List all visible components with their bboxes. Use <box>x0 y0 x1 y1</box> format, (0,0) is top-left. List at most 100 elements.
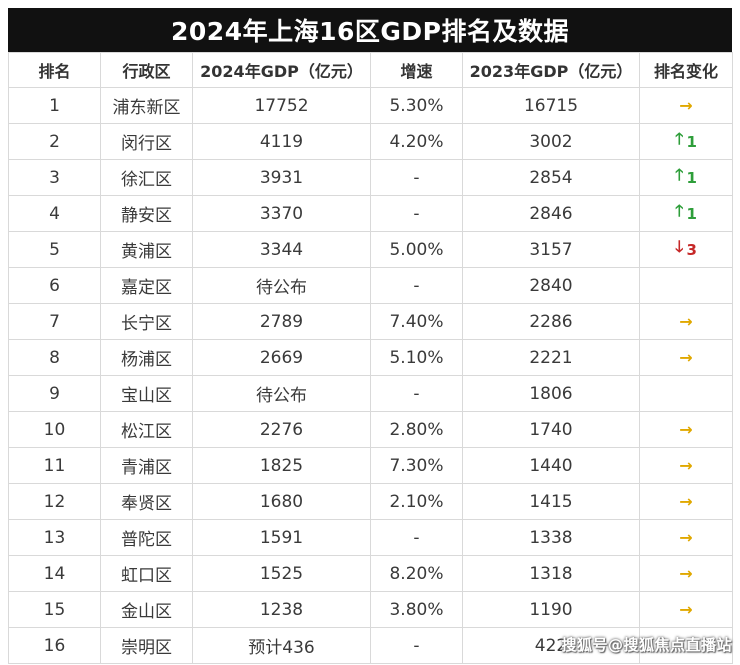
table-row: 4 静安区 3370-2846 🡑 1 <box>8 195 733 232</box>
rank-cell: 4 <box>8 195 101 232</box>
gdp-2024-cell: 1238 <box>192 591 371 628</box>
watermark: 搜狐号@搜狐焦点直播站 <box>561 636 732 654</box>
rank-change-cell: → <box>639 303 733 340</box>
growth-cell: 5.10% <box>370 339 463 376</box>
gdp-2023-cell: 2846 <box>462 195 640 232</box>
gdp-2023-cell: 3002 <box>462 123 640 160</box>
gdp-2024-cell: 2789 <box>192 303 371 340</box>
growth-cell: - <box>370 519 463 556</box>
rank-change-indicator: → <box>679 528 692 547</box>
gdp-2023-cell: 1740 <box>462 411 640 448</box>
table-row: 12 奉贤区 1680 2.10% 1415 → <box>8 483 733 520</box>
gdp-ranking-sheet: 2024年上海16区GDP排名及数据 排名 行政区 2024年GDP（亿元） 增… <box>8 8 733 664</box>
growth-cell: - <box>370 267 463 304</box>
growth-cell: 3.80% <box>370 591 463 628</box>
rank-cell: 16 <box>8 627 101 664</box>
table-row: 13 普陀区 1591-1338 → <box>8 519 733 556</box>
table-row: 15 金山区 1238 3.80% 1190 → <box>8 591 733 628</box>
table-row: 6 嘉定区 待公布 -2840 <box>8 267 733 304</box>
growth-cell: 7.30% <box>370 447 463 484</box>
rank-cell: 2 <box>8 123 101 160</box>
growth-cell: - <box>370 195 463 232</box>
rank-change-cell: 🡑 1 <box>639 195 733 232</box>
gdp-2024-cell: 1680 <box>192 483 371 520</box>
district-cell: 金山区 <box>100 591 193 628</box>
gdp-2023-cell: 2286 <box>462 303 640 340</box>
rank-change-cell: → <box>639 591 733 628</box>
table-row: 2 闵行区 4119 4.20% 3002 🡑 1 <box>8 123 733 160</box>
arrow-up-icon: 🡑 <box>675 201 684 220</box>
arrow-right-icon: → <box>679 599 693 619</box>
table-row: 9 宝山区 待公布 -1806 <box>8 375 733 412</box>
growth-cell: - <box>370 375 463 412</box>
gdp-2024-cell: 待公布 <box>192 375 371 412</box>
rank-cell: 1 <box>8 87 101 124</box>
rank-cell: 6 <box>8 267 101 304</box>
rank-change-indicator: → <box>679 456 692 475</box>
gdp-2024-cell: 待公布 <box>192 267 371 304</box>
district-cell: 静安区 <box>100 195 193 232</box>
gdp-2023-cell: 2840 <box>462 267 640 304</box>
rank-change-value: 3 <box>686 240 697 259</box>
rank-cell: 15 <box>8 591 101 628</box>
arrow-right-icon: → <box>679 311 693 331</box>
rank-cell: 10 <box>8 411 101 448</box>
gdp-table: 排名 行政区 2024年GDP（亿元） 增速 2023年GDP（亿元） 排名变化… <box>8 52 733 664</box>
header-gdp-2024: 2024年GDP（亿元） <box>192 52 371 88</box>
rank-change-indicator: 🡑 1 <box>675 200 697 227</box>
table-row: 8 杨浦区 2669 5.10% 2221 → <box>8 339 733 376</box>
district-cell: 嘉定区 <box>100 267 193 304</box>
district-cell: 青浦区 <box>100 447 193 484</box>
gdp-2023-cell: 16715 <box>462 87 640 124</box>
rank-change-cell: → <box>639 447 733 484</box>
rank-change-indicator: 🡑 1 <box>675 164 697 191</box>
rank-change-cell: → <box>639 483 733 520</box>
gdp-2024-cell: 4119 <box>192 123 371 160</box>
rank-change-cell: 🡓 3 <box>639 231 733 268</box>
arrow-right-icon: → <box>679 491 693 511</box>
rank-change-indicator: → <box>679 600 692 619</box>
gdp-2024-cell: 预计436 <box>192 627 371 664</box>
district-cell: 普陀区 <box>100 519 193 556</box>
table-row: 10 松江区 2276 2.80% 1740 → <box>8 411 733 448</box>
arrow-right-icon: → <box>679 347 693 367</box>
rank-cell: 9 <box>8 375 101 412</box>
rank-change-cell <box>639 267 733 304</box>
district-cell: 虹口区 <box>100 555 193 592</box>
gdp-2023-cell: 1806 <box>462 375 640 412</box>
rank-change-cell: → <box>639 411 733 448</box>
rank-change-cell: 🡑 1 <box>639 159 733 196</box>
rank-change-value: 1 <box>686 168 697 187</box>
rank-change-indicator: 🡑 1 <box>675 128 697 155</box>
district-cell: 杨浦区 <box>100 339 193 376</box>
header-growth: 增速 <box>370 52 463 88</box>
gdp-2023-cell: 1415 <box>462 483 640 520</box>
rank-cell: 8 <box>8 339 101 376</box>
rank-change-cell <box>639 375 733 412</box>
rank-cell: 3 <box>8 159 101 196</box>
header-gdp-2023: 2023年GDP（亿元） <box>462 52 640 88</box>
rank-change-cell <box>639 627 733 664</box>
gdp-2024-cell: 3370 <box>192 195 371 232</box>
rank-change-indicator: → <box>679 348 692 367</box>
district-cell: 奉贤区 <box>100 483 193 520</box>
growth-cell: 5.30% <box>370 87 463 124</box>
rank-change-value: 1 <box>686 204 697 223</box>
gdp-2023-cell: 2221 <box>462 339 640 376</box>
rank-cell: 7 <box>8 303 101 340</box>
gdp-2023-cell: 1440 <box>462 447 640 484</box>
rank-change-cell: → <box>639 339 733 376</box>
header-rank-change: 排名变化 <box>639 52 733 88</box>
rank-change-indicator: 🡓 3 <box>675 236 697 263</box>
arrow-right-icon: → <box>679 455 693 475</box>
header-row: 排名 行政区 2024年GDP（亿元） 增速 2023年GDP（亿元） 排名变化 <box>8 52 733 88</box>
rank-change-cell: → <box>639 555 733 592</box>
rank-change-cell: → <box>639 519 733 556</box>
district-cell: 浦东新区 <box>100 87 193 124</box>
gdp-2024-cell: 1591 <box>192 519 371 556</box>
arrow-right-icon: → <box>679 419 693 439</box>
rank-cell: 13 <box>8 519 101 556</box>
rank-cell: 14 <box>8 555 101 592</box>
rank-cell: 5 <box>8 231 101 268</box>
rank-cell: 12 <box>8 483 101 520</box>
